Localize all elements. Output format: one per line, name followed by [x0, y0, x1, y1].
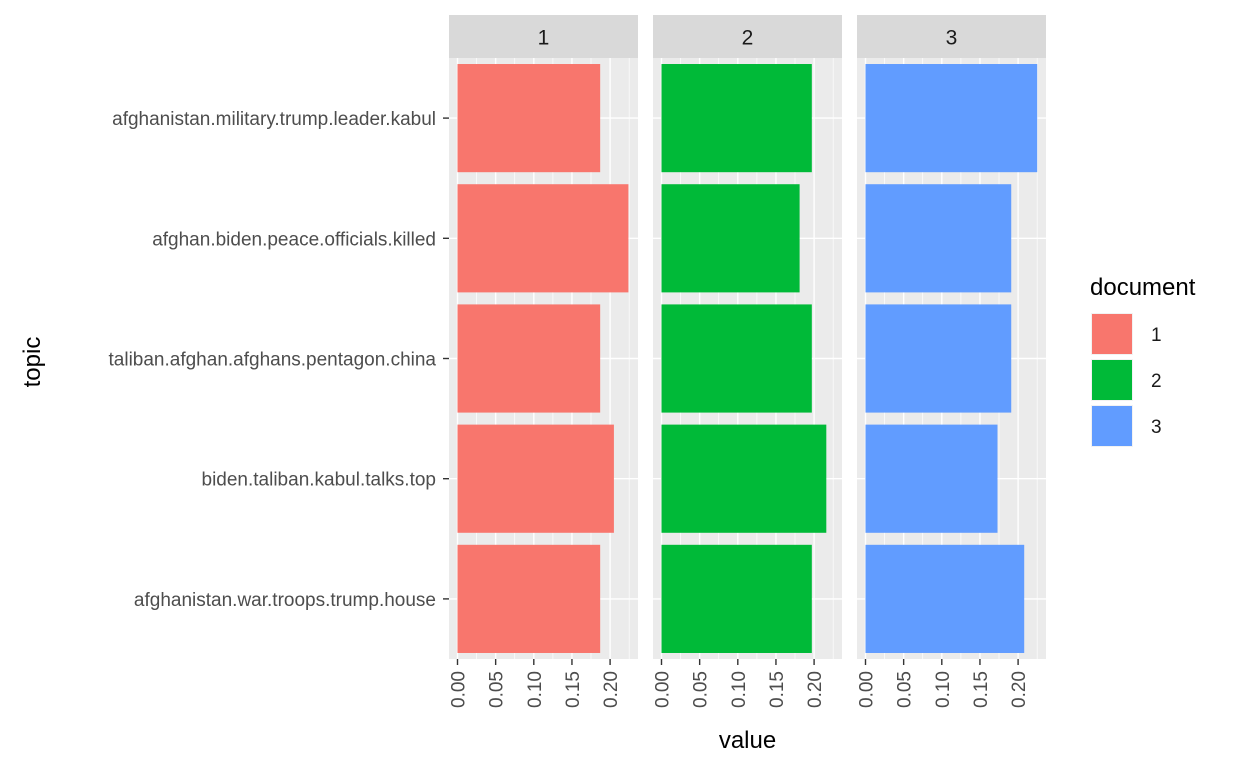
bar-doc1-1 — [457, 64, 601, 173]
x-tick-label: 0.15 — [563, 671, 584, 708]
y-tick-label: biden.taliban.kabul.talks.top — [202, 470, 437, 491]
x-tick-label: 0.00 — [857, 671, 878, 708]
y-axis-title: topic — [19, 337, 46, 388]
bar-doc2-5 — [661, 544, 812, 653]
bar-doc2-3 — [661, 304, 812, 413]
legend-title: document — [1090, 274, 1196, 301]
facet-strip-label: 1 — [538, 27, 550, 50]
legend-swatch-2 — [1092, 360, 1132, 400]
bar-doc1-4 — [457, 424, 614, 533]
bar-doc3-5 — [865, 544, 1025, 653]
bar-doc3-2 — [865, 184, 1012, 293]
legend-swatch-3 — [1092, 406, 1132, 446]
y-tick-label: afghan.biden.peace.officials.killed — [152, 229, 436, 250]
facet-strip-label: 3 — [946, 27, 958, 50]
legend-label: 3 — [1151, 417, 1162, 438]
y-tick-label: afghanistan.war.troops.trump.house — [134, 590, 436, 611]
bar-doc2-4 — [661, 424, 827, 533]
facet-strip-3 — [857, 15, 1046, 58]
bar-doc1-5 — [457, 544, 601, 653]
bar-doc3-1 — [865, 64, 1038, 173]
x-tick-label: 0.05 — [895, 671, 916, 708]
bar-doc3-3 — [865, 304, 1012, 413]
facet-strip-label: 2 — [742, 27, 754, 50]
x-tick-label: 0.15 — [971, 671, 992, 708]
x-tick-label: 0.00 — [653, 671, 674, 708]
legend-label: 2 — [1151, 371, 1162, 392]
bar-doc1-2 — [457, 184, 629, 293]
x-tick-label: 0.10 — [729, 671, 750, 708]
x-tick-label: 0.20 — [805, 671, 826, 708]
x-tick-label: 0.00 — [449, 671, 470, 708]
x-tick-label: 0.20 — [1009, 671, 1030, 708]
x-tick-label: 0.20 — [601, 671, 622, 708]
x-tick-label: 0.15 — [767, 671, 788, 708]
legend-label: 1 — [1151, 325, 1162, 346]
x-axis-title: value — [719, 727, 776, 754]
bar-doc2-2 — [661, 184, 800, 293]
x-tick-label: 0.05 — [487, 671, 508, 708]
bar-doc2-1 — [661, 64, 812, 173]
x-tick-label: 0.10 — [933, 671, 954, 708]
y-tick-label: afghanistan.military.trump.leader.kabul — [112, 109, 436, 130]
legend-swatch-1 — [1092, 314, 1132, 354]
y-tick-label: taliban.afghan.afghans.pentagon.china — [109, 350, 437, 371]
x-tick-label: 0.10 — [525, 671, 546, 708]
bar-doc1-3 — [457, 304, 601, 413]
x-tick-label: 0.05 — [691, 671, 712, 708]
facet-strip-1 — [449, 15, 638, 58]
bar-doc3-4 — [865, 424, 998, 533]
facet-strip-2 — [653, 15, 842, 58]
